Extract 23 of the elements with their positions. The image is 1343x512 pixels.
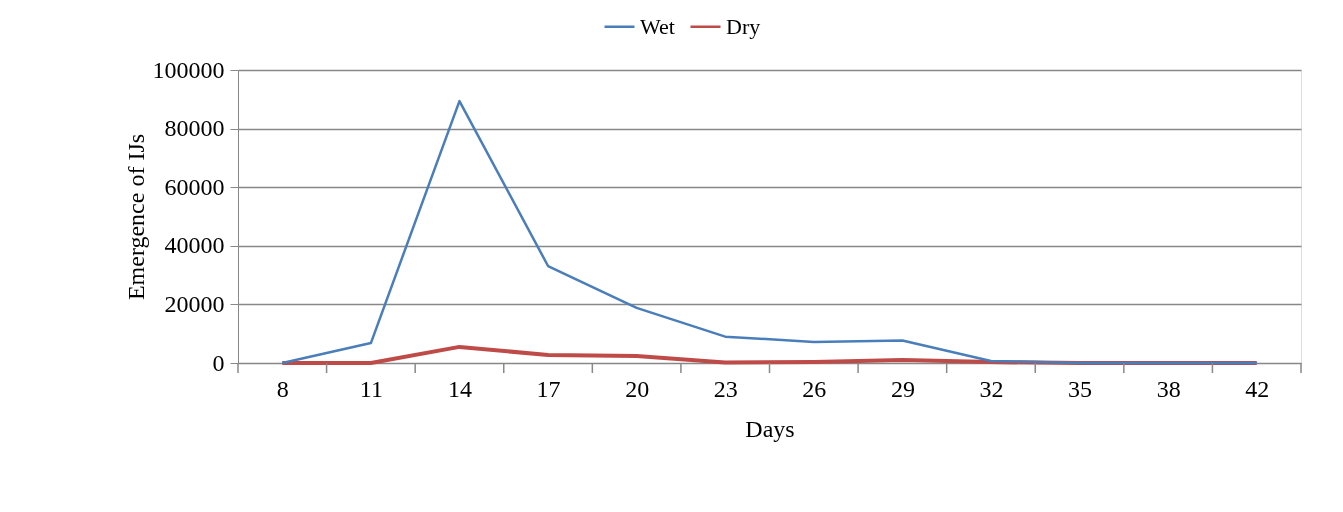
x-tick-label: 11 (359, 375, 383, 402)
x-tick-label: 42 (1245, 375, 1270, 402)
y-tick-label: 40000 (164, 232, 225, 259)
x-tick-label: 38 (1156, 375, 1181, 402)
legend-label: Wet (640, 13, 675, 39)
x-tick-label: 14 (447, 375, 472, 402)
x-tick-label: 32 (979, 375, 1004, 402)
y-tick-label: 60000 (164, 173, 225, 200)
line-series (281, 99, 1258, 365)
x-tick-label: 29 (890, 375, 915, 402)
y-tick-label: 0 (212, 349, 225, 376)
x-tick-label: 26 (802, 375, 827, 402)
y-tick-label: 20000 (164, 290, 225, 317)
y-axis-title: Emergence of IJs (122, 133, 149, 301)
y-tick-label: 80000 (164, 115, 225, 142)
x-tick-label: 35 (1068, 375, 1093, 402)
x-tick-label: 23 (713, 375, 738, 402)
x-axis-title: Days (745, 415, 795, 442)
y-tick-label: 100000 (152, 56, 225, 83)
legend-label: Dry (726, 13, 761, 39)
x-tick-label: 20 (625, 375, 650, 402)
x-tick-label: 17 (536, 375, 561, 402)
x-tick-label: 8 (276, 375, 289, 402)
